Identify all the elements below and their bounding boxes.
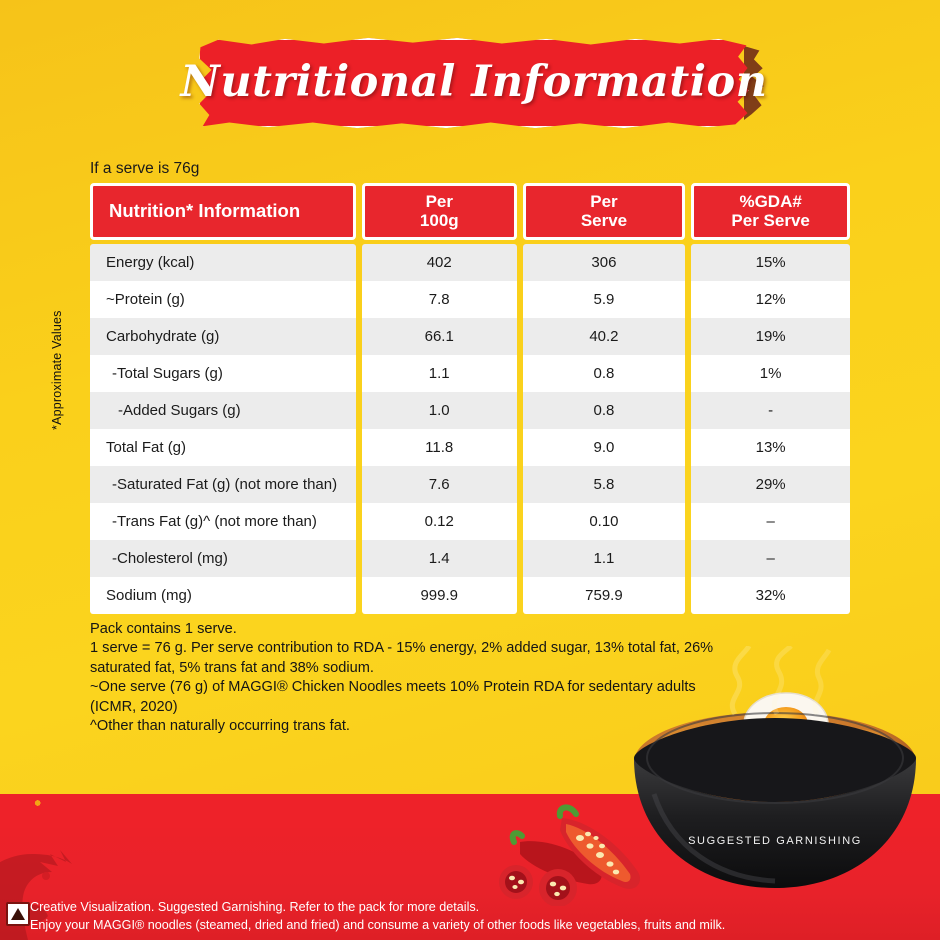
banner-torn-tab <box>744 46 764 120</box>
cell-nutrient: -Cholesterol (mg) <box>90 540 356 577</box>
table-column-per-100g: 402 7.8 66.1 1.1 1.0 11.8 7.6 0.12 1.4 999.9 <box>361 244 517 614</box>
noodle-bowl-image: SUGGESTED GARNISHING <box>634 692 916 888</box>
chili-peppers-image <box>499 804 641 906</box>
column-header-per-100g: Per 100g <box>361 183 517 240</box>
cell-per-serve: 0.8 <box>522 392 686 429</box>
table-column-nutrient: Energy (kcal) ~Protein (g) Carbohydrate (g… <box>90 244 356 614</box>
column-header-per-100g-label: Per 100g <box>419 191 459 230</box>
title-banner: Nutritional Information <box>180 36 768 130</box>
cell-gda: 32% <box>691 577 850 614</box>
cell-per-100g: 7.8 <box>361 281 517 318</box>
cell-per-100g: 0.12 <box>361 503 517 540</box>
cell-nutrient: Total Fat (g) <box>90 429 356 466</box>
cell-per-100g: 1.4 <box>361 540 517 577</box>
column-header-gda: %GDA# Per Serve <box>691 183 850 240</box>
cell-per-100g: 1.1 <box>361 355 517 392</box>
cell-per-serve: 0.10 <box>522 503 686 540</box>
cell-gda: 29% <box>691 466 850 503</box>
cell-per-serve: 9.0 <box>522 429 686 466</box>
steam-icon <box>730 646 832 716</box>
cell-nutrient: -Trans Fat (g)^ (not more than) <box>90 503 356 540</box>
footnotes: Pack contains 1 serve. 1 serve = 76 g. P… <box>90 620 730 736</box>
disclaimer-line-2: Enjoy your MAGGI® noodles (steamed, drie… <box>30 917 726 932</box>
table-body: Energy (kcal) ~Protein (g) Carbohydrate (g… <box>90 244 850 614</box>
cell-nutrient: -Total Sugars (g) <box>90 355 356 392</box>
non-veg-triangle-icon <box>11 908 25 920</box>
nutrition-table: Nutrition* Information Per 100g Per Serv… <box>90 183 850 614</box>
cell-nutrient: Carbohydrate (g) <box>90 318 356 355</box>
per-serve-line2: Serve <box>580 210 628 230</box>
column-header-gda-label: %GDA# Per Serve <box>731 191 810 230</box>
cell-per-serve: 759.9 <box>522 577 686 614</box>
table-column-gda: 15% 12% 19% 1% -13% 29% – –32% <box>691 244 850 614</box>
cell-per-100g: 402 <box>361 244 517 281</box>
column-header-nutrient: Nutrition* Information <box>90 183 356 240</box>
cell-per-100g: 1.0 <box>361 392 517 429</box>
cell-per-100g: 11.8 <box>361 429 517 466</box>
cell-per-serve: 40.2 <box>522 318 686 355</box>
disclaimer-line-1: Creative Visualization. Suggested Garnis… <box>30 899 480 914</box>
per-100g-line1: Per <box>425 191 453 211</box>
column-header-per-serve: Per Serve <box>522 183 686 240</box>
gda-line2: Per Serve <box>731 210 810 230</box>
non-vegetarian-mark-icon <box>6 902 30 926</box>
cell-per-100g: 999.9 <box>361 577 517 614</box>
cell-per-100g: 66.1 <box>361 318 517 355</box>
column-header-nutrient-label: Nutrition* Information <box>109 200 301 222</box>
cell-per-100g: 7.6 <box>361 466 517 503</box>
footnote-line-4: ^Other than naturally occurring trans fa… <box>90 718 350 735</box>
per-serve-line1: Per <box>590 191 618 211</box>
cell-gda: 13% <box>691 429 850 466</box>
table-column-per-serve: 306 5.9 40.2 0.8 0.8 9.0 5.8 0.10 1.1 759.9 <box>522 244 686 614</box>
cell-gda: - <box>691 392 850 429</box>
cell-gda: 12% <box>691 281 850 318</box>
cell-per-serve: 5.9 <box>522 281 686 318</box>
footnote-line-2: 1 serve = 76 g. Per serve contribution t… <box>90 640 714 676</box>
page-title: Nutritional Information <box>180 56 768 107</box>
footnote-line-3: ~One serve (76 g) of MAGGI® Chicken Nood… <box>90 679 696 715</box>
cell-gda: – <box>691 540 850 577</box>
cell-per-serve: 0.8 <box>522 355 686 392</box>
bottom-disclaimer: Creative Visualization. Suggested Garnis… <box>30 898 725 935</box>
cell-nutrient: ~Protein (g) <box>90 281 356 318</box>
approximate-values-note: *Approximate Values <box>50 310 64 430</box>
bowl-garnish-label: SUGGESTED GARNISHING <box>688 835 862 847</box>
footnote-line-1: Pack contains 1 serve. <box>90 621 237 637</box>
cell-nutrient: -Added Sugars (g) <box>90 392 356 429</box>
cell-gda: 1% <box>691 355 850 392</box>
gda-line1: %GDA# <box>739 191 802 211</box>
cell-gda: – <box>691 503 850 540</box>
cell-gda: 15% <box>691 244 850 281</box>
cell-per-serve: 306 <box>522 244 686 281</box>
cell-per-serve: 5.8 <box>522 466 686 503</box>
per-100g-line2: 100g <box>419 210 459 230</box>
cell-nutrient: Energy (kcal) <box>90 244 356 281</box>
cell-per-serve: 1.1 <box>522 540 686 577</box>
column-header-per-serve-label: Per Serve <box>580 191 628 230</box>
table-header-row: Nutrition* Information Per 100g Per Serv… <box>90 183 850 240</box>
serve-size-note: If a serve is 76g <box>90 160 200 177</box>
cell-nutrient: Sodium (mg) <box>90 577 356 614</box>
cell-nutrient: -Saturated Fat (g) (not more than) <box>90 466 356 503</box>
food-photo-scene: SUGGESTED GARNISHING <box>499 646 940 912</box>
cell-gda: 19% <box>691 318 850 355</box>
